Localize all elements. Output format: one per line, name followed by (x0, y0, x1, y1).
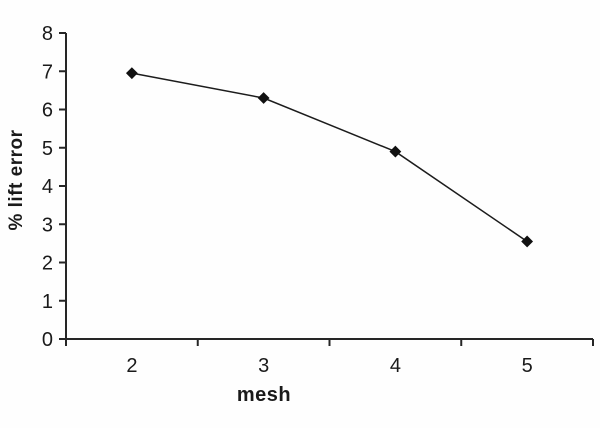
y-tick-label: 4 (42, 176, 53, 198)
data-point-marker (389, 145, 402, 158)
x-tick-label: 2 (126, 355, 137, 377)
y-tick-label: 1 (42, 291, 53, 313)
x-tick-label: 3 (258, 355, 269, 377)
x-tick-label: 5 (522, 355, 533, 377)
y-tick-label: 2 (42, 253, 53, 275)
y-tick-label: 8 (42, 23, 53, 45)
data-point-marker (521, 235, 534, 248)
y-tick-label: 7 (42, 61, 53, 83)
data-point-marker (125, 67, 138, 80)
y-tick-label: 3 (42, 214, 53, 236)
y-tick-label: 0 (42, 329, 53, 351)
data-series-line (131, 72, 528, 243)
y-tick-label: 5 (42, 138, 53, 160)
x-axis-title: mesh (236, 384, 292, 406)
y-axis-title: % lift error (6, 129, 27, 231)
data-point-marker (257, 92, 270, 104)
x-tick-label: 4 (390, 355, 401, 377)
y-tick-label: 6 (42, 100, 53, 122)
